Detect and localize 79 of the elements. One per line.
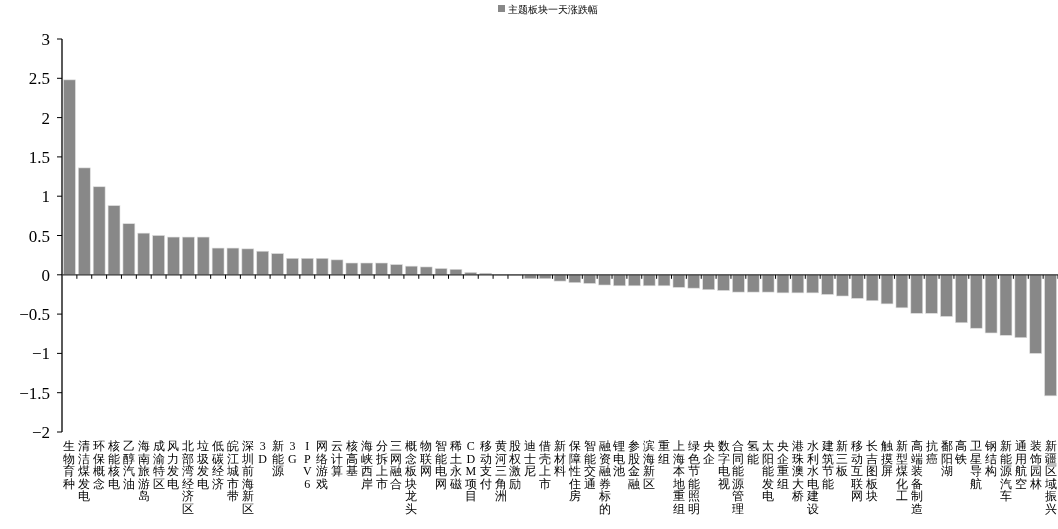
- x-tick-label: 皖江城市带: [225, 439, 239, 503]
- x-tick-label: IPV6: [302, 439, 312, 491]
- x-tick-label: 参股金融: [628, 439, 641, 491]
- x-tick-label: 智能交通: [583, 439, 596, 491]
- x-tick-label: 高铁: [954, 439, 968, 466]
- x-tick-label: 借壳上市: [539, 439, 552, 491]
- y-tick-label: 3: [41, 30, 50, 49]
- y-tick-label: 1.5: [28, 147, 50, 167]
- x-tick-label: 智能电网: [435, 439, 448, 491]
- x-tick-label: 新疆区域振兴: [1043, 439, 1057, 516]
- x-tick-label: 生物育种: [63, 439, 76, 491]
- x-tick-label: 鄱阳湖: [940, 439, 953, 478]
- y-tick-label: 1: [41, 187, 50, 207]
- x-tick-label: 海峡西岸: [360, 439, 373, 491]
- y-tick-label: −2: [31, 423, 50, 442]
- x-tick-label: 合同能源管理: [732, 439, 745, 516]
- x-tick-label: 低碳经济: [211, 439, 225, 491]
- x-tick-label: 迪士尼: [524, 439, 537, 478]
- x-tick-label: 概念板块龙头: [404, 439, 418, 516]
- y-tick-label: −0.5: [19, 305, 50, 325]
- x-tick-label: 数字电视: [717, 439, 730, 491]
- x-tick-label: 融资融券标的: [597, 439, 611, 516]
- x-tick-label: 新能源: [271, 439, 284, 478]
- y-tick-label: 0.5: [28, 226, 50, 246]
- x-tick-label: 太阳能发电: [762, 439, 775, 503]
- x-tick-label: 建筑节能: [820, 439, 834, 491]
- x-tick-label: 氢能: [747, 439, 760, 466]
- x-tick-label: 风力发电: [167, 439, 180, 491]
- x-tick-label: 港珠澳大桥: [790, 439, 804, 503]
- x-tick-label: CDM项目: [464, 439, 477, 503]
- x-tick-label: 3G: [288, 439, 298, 466]
- y-tick-label: 2: [41, 108, 50, 128]
- x-tick-label: 卫星导航: [970, 439, 983, 491]
- x-tick-label: 网络游戏: [316, 439, 329, 491]
- x-tick-label: 海南旅游岛: [137, 439, 150, 503]
- x-tick-label: 核高基: [344, 439, 358, 478]
- x-tick-label: 清洁煤发电: [78, 439, 91, 503]
- x-tick-label: 乙醇汽油: [122, 439, 135, 491]
- x-tick-label: 上海本地重组: [671, 439, 685, 516]
- x-tick-label: 锂电池: [612, 439, 626, 478]
- x-tick-label: 云计算: [331, 439, 344, 478]
- x-tick-label: 通用航空: [1014, 439, 1027, 491]
- x-tick-label: 绿色节能照明: [687, 439, 700, 516]
- x-tick-label: 央企: [702, 439, 715, 466]
- x-tick-label: 分拆上市: [374, 439, 388, 491]
- x-tick-label: 抗癌: [925, 439, 938, 466]
- x-tick-label: 三网融合: [390, 439, 403, 491]
- x-tick-label: 垃圾发电: [196, 439, 210, 491]
- x-tick-label: 央企重组: [776, 439, 789, 491]
- y-tick-label: 2.5: [28, 69, 50, 89]
- x-tick-label: 深圳前海新区: [240, 439, 254, 516]
- x-tick-label: 新材料: [553, 439, 566, 478]
- x-tick-label: 保障性住房: [567, 439, 581, 503]
- x-tick-label: 物联网: [420, 439, 433, 478]
- x-tick-label: 长吉图板块: [865, 439, 879, 503]
- x-tick-label: 钢结构: [984, 439, 998, 478]
- y-tick-label: −1.5: [19, 383, 50, 403]
- y-tick-label: −1: [31, 344, 50, 364]
- y-tick-label: 0: [41, 265, 50, 285]
- x-tick-label: 新能源汽车: [999, 439, 1012, 503]
- x-tick-label: 核能核电: [107, 439, 121, 491]
- x-tick-label: 成渝特区: [152, 439, 165, 491]
- x-tick-label: 环保概念: [93, 439, 106, 491]
- x-tick-label: 新型煤化工: [895, 439, 908, 503]
- x-tick-label: 3D: [258, 439, 268, 466]
- x-tick-label: 北部湾经济区: [182, 439, 195, 516]
- x-tick-label: 稀土永磁: [448, 439, 462, 491]
- x-tick-label: 水利水电建设: [805, 439, 819, 516]
- x-tick-label: 股权激励: [508, 439, 522, 491]
- x-tick-label: 装饰园林: [1028, 439, 1042, 491]
- legend-label: 主题板块一天涨跌幅: [508, 4, 598, 15]
- x-tick-label: 高端装备制造: [910, 439, 923, 516]
- x-tick-label: 黄河三角洲: [494, 439, 507, 503]
- x-tick-label: 移动支付: [478, 439, 492, 491]
- x-tick-label: 新三板: [835, 439, 849, 478]
- x-tick-label: 触摸屏: [881, 439, 894, 478]
- x-tick-label: 移动互联网: [851, 439, 864, 503]
- x-tick-label: 重组: [658, 439, 671, 466]
- x-tick-label: 滨海新区: [643, 439, 656, 491]
